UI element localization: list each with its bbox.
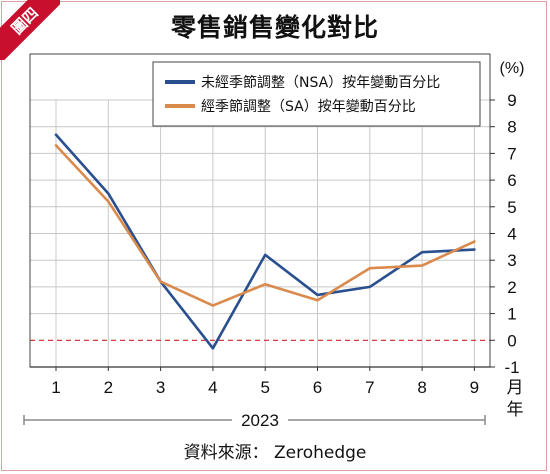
year-label: 2023 <box>241 411 279 430</box>
x-tick-label: 2 <box>104 378 113 397</box>
x-tick-label: 1 <box>51 378 60 397</box>
x-axis-label-char: 月 <box>507 378 524 398</box>
year-label-bg <box>232 409 288 431</box>
y-tick-label: 9 <box>507 91 516 110</box>
y-tick-label: 3 <box>507 251 516 270</box>
axes: 9 8 7 6 5 4 3 2 1 0 -1 (%) 1 2 3 4 5 6 7 8 9 月年 2023 <box>23 53 525 431</box>
source-note: 資料來源： Zerohedge <box>183 443 367 463</box>
y-tick-label: -1 <box>504 358 519 377</box>
y-tick-label: 4 <box>507 225 516 244</box>
y-tick-label: 7 <box>507 144 516 163</box>
y-axis-unit: (%) <box>500 60 525 77</box>
legend-box <box>152 61 481 127</box>
x-tick-label: 8 <box>417 378 426 397</box>
y-tick-label: 0 <box>507 331 516 350</box>
x-tick-label: 4 <box>208 378 217 397</box>
x-tick-label: 6 <box>313 378 322 397</box>
y-tick-label: 1 <box>507 305 516 324</box>
y-tick-label: 5 <box>507 198 516 217</box>
y-tick-label: 2 <box>507 278 516 297</box>
chart-title: 零售銷售變化對比 <box>170 13 379 42</box>
x-tick-label: 7 <box>365 378 374 397</box>
x-axis-label-char: 年 <box>507 400 524 420</box>
grid-lines <box>30 99 490 368</box>
y-tick-label: 6 <box>507 171 516 190</box>
series-lines <box>54 133 476 350</box>
x-tick-label: 9 <box>470 378 479 397</box>
x-tick-label: 3 <box>156 378 165 397</box>
y-tick-label: 8 <box>507 118 516 137</box>
x-tick-label: 5 <box>260 378 269 397</box>
legend-label: 未經季節調整（NSA）按年變動百分比 <box>201 74 440 91</box>
legend-label: 經季節調整（SA）按年變動百分比 <box>201 98 416 115</box>
